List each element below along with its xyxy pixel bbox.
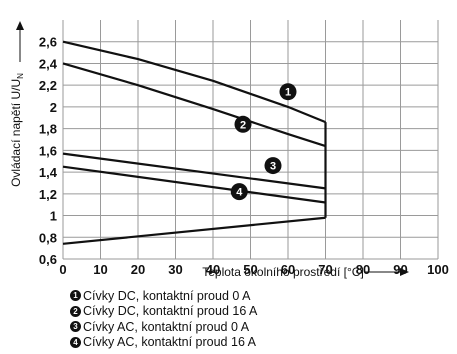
y-tick-label: 1,8: [39, 122, 57, 137]
x-tick-label: 30: [168, 262, 182, 277]
x-tick-label: 10: [93, 262, 107, 277]
x-axis-arrow-head: [400, 268, 409, 276]
legend-label: Cívky DC, kontaktní proud 0 A: [83, 288, 251, 303]
axes: Teplota okolního prostředí [°C] Ovládací …: [9, 21, 409, 279]
y-tick-label: 2: [50, 100, 57, 115]
series-marker-number: 4: [236, 187, 243, 199]
x-tick-label: 60: [281, 262, 295, 277]
series-marker-number: 3: [270, 161, 276, 173]
legend-item: 3 Cívky AC, kontaktní proud 0 A: [70, 319, 257, 335]
y-axis-label: Ovládací napětí U/UN: [9, 73, 25, 187]
series-marker-circle: [264, 157, 282, 175]
y-tick-label: 0,6: [39, 252, 57, 267]
legend-item: 1 Cívky DC, kontaktní proud 0 A: [70, 288, 257, 304]
y-tick-label: 1: [50, 209, 57, 224]
x-tick-label: 80: [356, 262, 370, 277]
y-tick-label: 2,2: [39, 78, 57, 93]
legend-marker-1: 1: [70, 290, 81, 302]
legend-label: Cívky AC, kontaktní proud 0 A: [83, 319, 250, 334]
y-tick-label: 2,6: [39, 35, 57, 50]
y-tick-label: 0,8: [39, 230, 57, 245]
legend-label: Cívky AC, kontaktní proud 16 A: [83, 335, 257, 350]
y-axis-label-subscript: N: [16, 73, 25, 79]
x-tick-label: 0: [59, 262, 66, 277]
y-tick-label: 1,6: [39, 143, 57, 158]
legend-marker-4: 4: [70, 336, 81, 348]
legend-marker-3: 3: [70, 321, 81, 333]
series-line-3: [62, 152, 326, 190]
y-tick-label: 1,4: [39, 165, 58, 180]
series-lines: [62, 40, 327, 245]
series-line-base: [62, 216, 326, 245]
x-tick-label: 70: [318, 262, 332, 277]
y-axis-arrow-head: [16, 21, 24, 30]
legend-item: 4 Cívky AC, kontaktní proud 16 A: [70, 335, 257, 351]
y-axis-label-group: Ovládací napětí U/UN: [9, 73, 25, 187]
series-marker-circle: [234, 115, 252, 133]
legend-item: 2 Cívky DC, kontaktní proud 16 A: [70, 304, 257, 320]
series-marker-number: 2: [240, 119, 246, 131]
legend-marker-2: 2: [70, 305, 81, 317]
series-marker-circle: [279, 83, 297, 101]
y-tick-label: 1,2: [39, 187, 57, 202]
legend-label: Cívky DC, kontaktní proud 16 A: [83, 304, 258, 319]
series-markers: 1 2 3 4: [230, 83, 297, 201]
grid: [62, 20, 439, 260]
y-tick-label: 2,4: [39, 56, 58, 71]
x-tick-label: 20: [131, 262, 145, 277]
x-axis-label: Teplota okolního prostředí [°C]: [202, 265, 364, 279]
x-tick-label: 40: [206, 262, 220, 277]
series-line-2: [62, 62, 326, 148]
series-line-4: [62, 165, 326, 204]
series-marker-number: 1: [285, 87, 291, 99]
x-tick-label: 50: [243, 262, 257, 277]
series-line-1: [62, 40, 326, 124]
x-tick-label: 100: [427, 262, 449, 277]
tick-labels: 01020304050607080901000,60,811,21,41,61,…: [39, 35, 449, 277]
series-marker-circle: [230, 183, 248, 201]
legend: 1 Cívky DC, kontaktní proud 0 A 2 Cívky …: [70, 288, 257, 350]
